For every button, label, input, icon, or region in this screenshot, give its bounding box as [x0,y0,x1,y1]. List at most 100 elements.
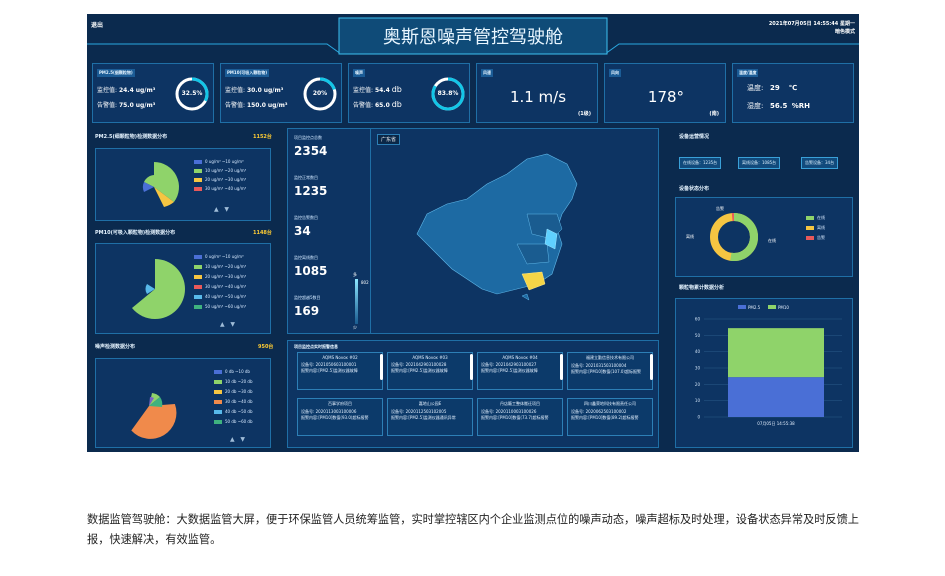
device-name: 丹店籁工整体搬迁项目 [500,401,540,406]
map-scale-top: 多 [353,272,357,277]
alarm-device-card[interactable]: AQMS Novox #04 设备号: 2021042903100027 报警内容:… [477,352,563,390]
noise-ring [431,77,465,111]
pm25-legend-item: 20 ug/m³ ~30 ug/m³ [194,177,246,182]
alarm-device-card[interactable]: 嘉地山公园E 设备号: 2020112503102005 报警内容:[PM2.5]监… [387,398,473,436]
hum-value: 56.5 [770,102,788,110]
pm25-warn-label: 告警值: [97,102,118,109]
noise-warn-unit: db [391,100,402,109]
noise-page-icon[interactable]: ▲ ▼ [230,436,245,443]
pm10-dist-title: PM10(可吸入颗粒物)检测数据分布 [95,230,176,236]
offline-devices-button[interactable]: 离线设备：1085台 [738,157,781,169]
device-code: 设备号: 2021031503100004 [571,363,627,368]
pm10-warn-label: 告警值: [225,102,246,109]
pm10-legend-item: 10 ug/m³ ~20 ug/m³ [194,264,246,269]
device-scrollbar[interactable] [650,354,653,380]
status-chart-panel: 告警 离线 在线 在线 离线 告警 [675,197,853,277]
device-content: 报警内容:[PM2.5]监测仪器故障 [391,368,448,373]
pm10-page-icon[interactable]: ▲ ▼ [220,321,235,328]
y-tick-label: 10 [695,398,701,403]
bar-pm25 [728,377,824,417]
online-devices-button[interactable]: 在线设备：1235台 [679,157,722,169]
pm10-percent: 20% [312,90,328,97]
noise-card-title: 噪声 [353,69,365,77]
noise-dist-count: 950台 [258,344,274,350]
wind-speed-card: 风速 1.1 m/s (1级) [476,63,598,123]
pm10-dist-count: 1148台 [253,230,272,236]
noise-warn-label: 告警值: [353,102,374,109]
device-code: 设备号: 2020110003100026 [481,409,537,414]
bar-pm10 [728,328,824,378]
status-legend-online: 在线 [806,215,825,221]
alarm-device-card[interactable]: 四川鑫荣地科技有限责任公司 设备号: 2020062503100002 报警内容:[… [567,398,653,436]
status-legend-offline: 离线 [806,225,825,231]
noise-dist-title: 噪声检测数据分布 [95,344,136,350]
pm25-unit: ug/m³ [135,87,156,94]
device-content: 报警内容:[PM10]数值(73.7)超标报警 [481,415,549,420]
pm10-unit: ug/m³ [263,87,284,94]
map-scale-bar [355,279,358,324]
pm10-legend-item: 0 ug/m³ ~10 ug/m³ [194,254,244,259]
stat-normal-label: 监控正常数目 1235 [294,175,328,198]
pm10-card-title: PM10(可吸入颗粒物) [225,69,270,77]
noise-warn-value: 65.0 [374,102,390,109]
pm10-legend-item: 50 ug/m³ ~60 ug/m³ [194,304,246,309]
noise-unit: db [391,85,402,94]
pm10-warn-value: 150.0 [246,102,266,109]
device-code: 设备号: 2020062503100002 [571,409,627,414]
pm25-page-icon[interactable]: ▲ ▼ [214,206,229,213]
device-scrollbar[interactable] [380,354,383,380]
dark-mode-toggle[interactable]: 暗色模式 [834,29,855,35]
device-status-title: 设备运营情况 [679,134,710,140]
x-tick-label: 07月05日 14:55:38 [757,421,795,426]
y-tick-label: 60 [695,317,701,322]
pm-chart-panel: 0 10 20 30 40 50 60 PM2.5 PM10 07月05日 14:55:38 [675,298,853,448]
device-content: 报警内容:[PM10]数值(107.0)超标报警 [571,369,641,374]
alarm-device-card[interactable]: 丹店籁工整体搬迁项目设备号: 2020110003100026 报警内容:[PM1… [477,398,563,436]
stat-alarm-label: 监控告警数目 34 [294,215,318,238]
map-scale-bottom: 少 [353,325,357,330]
noise-dist-panel: 0 db ~10 db 10 db ~20 db 20 db ~30 db 30… [95,358,271,448]
device-scrollbar[interactable] [470,354,473,380]
noise-rose-chart [131,393,177,439]
alarm-device-card[interactable]: 福建立勤信息技术有限公司 设备号: 2021031503100004 报警内容:[P… [567,352,653,390]
device-code: 设备号: 2021050603100001 [301,362,357,367]
alarm-device-card[interactable]: AQMS Novox #02 设备号: 2021050603100001 报警内容:… [297,352,383,390]
device-content: 报警内容:[PM10]数值(93.0)超标报警 [301,415,369,420]
noise-legend-item: 10 db ~20 db [214,379,253,384]
wind-speed-title: 风速 [481,69,493,77]
device-code: 设备号: 2021042903100028 [391,362,447,367]
dashboard-screen: 退出 奥斯恩噪声管控驾驶舱 2021年07月05日 14:55:44 星期一 暗… [87,14,859,452]
temp-unit: ℃ [788,84,798,92]
y-tick-label: 40 [695,349,701,354]
china-map[interactable] [387,144,627,324]
noise-percent: 83.8% [437,90,459,97]
device-code: 设备号: 2021042903100027 [481,362,537,367]
pm25-warn-value: 75.0 [118,102,134,109]
map-region-select[interactable]: 广东省 [377,134,401,145]
pm10-dist-panel: 0 ug/m³ ~10 ug/m³ 10 ug/m³ ~20 ug/m³ 20 … [95,243,271,334]
wind-speed-value: 1.1 m/s [509,88,567,106]
pm10-legend-item: 30 ug/m³ ~40 ug/m³ [194,284,246,289]
device-scrollbar[interactable] [560,354,563,380]
pm10-monitor-label: 监控值: [225,87,246,94]
pm25-ring [175,77,209,111]
noise-legend-item: 30 db ~40 db [214,399,253,404]
pm10-legend-item: 20 ug/m³ ~30 ug/m³ [194,274,246,279]
y-tick-label: 30 [695,366,701,371]
alarm-device-card[interactable]: AQMS Novox #03 设备号: 2021042903100028 报警内容:… [387,352,473,390]
alarm-device-card[interactable]: 百事学府项目 设备号: 2020113003100006 报警内容:[PM10]数值… [297,398,383,436]
pm25-monitor-label: 监控值: [97,87,118,94]
stat-exceed-label: 监控超越5数目 169 [294,295,321,318]
legend-swatch [768,305,776,309]
noise-legend-item: 50 db ~60 db [214,419,253,424]
pm25-card: PM2.5(细颗粒物) 监控值: 24.4 ug/m³ 告警值: 75.0 ug… [92,63,214,123]
temp-hum-card: 温度/湿度 温度: 29 ℃ 湿度: 56.5 %RH [732,63,854,123]
noise-legend-item: 20 db ~30 db [214,389,253,394]
y-tick-label: 50 [695,333,701,338]
noise-legend-item: 40 db ~50 db [214,409,253,414]
stats-panel-overlay: 项目监控点总数 2354 监控正常数目 1235 监控告警数目 34 监控离线数目 10… [287,128,371,334]
alarm-devices-button[interactable]: 告警设备：34台 [801,157,839,169]
alarm-panel-title: 项目监控点实时报警信息 [294,344,338,349]
exit-button[interactable]: 退出 [91,22,104,29]
device-name: 嘉地山公园E [418,401,442,406]
